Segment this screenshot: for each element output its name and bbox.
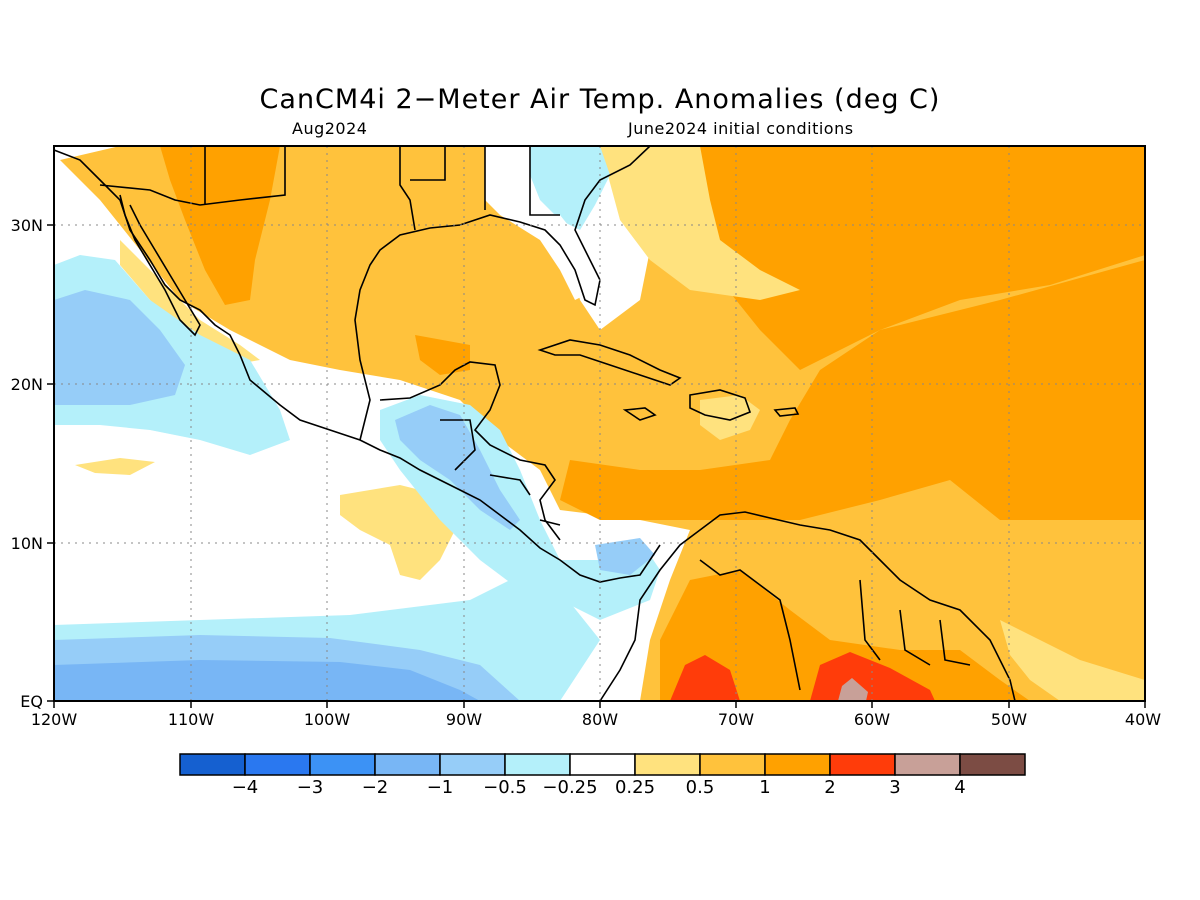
border-us-states: [410, 146, 560, 216]
initial-conditions-label: June2024 initial conditions: [628, 119, 854, 138]
coastline-north-america: [54, 149, 661, 583]
lon-label: 80W: [582, 710, 618, 729]
colorbar-label: −3: [297, 777, 324, 798]
colorbar-swatch: [764, 753, 831, 776]
colorbar-swatch: [959, 753, 1026, 776]
anomaly-region-1-2-yucatan: [415, 335, 470, 375]
anomaly-region-0.25-0.5-hispaniola: [700, 395, 760, 440]
colorbar-swatch: [829, 753, 896, 776]
border-venezuela: [699, 559, 801, 691]
lon-label: 70W: [718, 710, 754, 729]
coastline-yucatan: [379, 361, 561, 541]
colorbar-swatch: [634, 753, 701, 776]
anomaly-region-0.25-0.5-pacific: [340, 485, 460, 580]
colorbar-label: 4: [954, 777, 965, 798]
colorbar-label: −4: [232, 777, 259, 798]
coastline-baja: [119, 194, 201, 337]
lat-label: EQ: [20, 692, 43, 711]
anomaly-field: [54, 146, 1145, 701]
colorbar-swatch: [569, 753, 636, 776]
colorbar-label: 3: [889, 777, 900, 798]
coastline-hispaniola: [689, 389, 752, 421]
anomaly-region-2-3-colombia: [670, 655, 740, 701]
border-guianas: [859, 579, 971, 666]
colorbar-label: −1: [427, 777, 454, 798]
anomaly-region-0.25-0.5-amazon: [1000, 620, 1145, 701]
lon-label: 40W: [1125, 710, 1161, 729]
anomaly-region-neg-0.5-panama: [595, 538, 655, 575]
colorbar-label: −0.5: [483, 777, 527, 798]
anomaly-region-1-2-southamerica: [660, 570, 1030, 701]
coastline-jamaica: [622, 407, 657, 421]
anomaly-region-0.25-0.5-florida: [600, 146, 800, 300]
colorbar-swatch: [309, 753, 376, 776]
latitude-labels: EQ 10N 20N 30N: [11, 216, 43, 711]
lat-label: 30N: [11, 216, 43, 235]
colorbar: −4 −3 −2 −1 −0.5 −0.25 0.25 0.5 1 2 3 4: [179, 753, 1026, 798]
colorbar-label: 2: [824, 777, 835, 798]
colorbar-swatch: [504, 753, 571, 776]
lon-label: 50W: [991, 710, 1027, 729]
anomaly-region-white-us: [485, 146, 595, 300]
lon-label: 90W: [446, 710, 482, 729]
anomaly-region-3-4: [838, 678, 868, 701]
anomaly-region-neg-0.5-w: [54, 290, 185, 405]
lat-label: 20N: [11, 375, 43, 394]
colorbar-swatch: [699, 753, 766, 776]
colorbar-swatch: [244, 753, 311, 776]
anomaly-region-neg-0.25-us: [530, 146, 610, 230]
coastline-gulf: [354, 146, 651, 441]
anomaly-region-0.25-0.5-small: [75, 458, 155, 475]
colorbar-label: 1: [759, 777, 770, 798]
colorbar-swatch: [374, 753, 441, 776]
graticule: [54, 146, 1145, 701]
lat-label: 10N: [11, 534, 43, 553]
anomaly-region-1-2-atlantic: [700, 146, 1145, 370]
map-title: CanCM4i 2−Meter Air Temp. Anomalies (deg…: [259, 84, 941, 115]
coastline-puerto-rico: [773, 407, 800, 417]
forecast-month: Aug2024: [292, 119, 368, 138]
anomaly-region-1-2-east: [560, 146, 1145, 520]
anomaly-region-neg-1-south: [54, 660, 480, 701]
colorbar-label: 0.5: [686, 777, 715, 798]
colorbar-swatch: [894, 753, 961, 776]
coastlines: [54, 146, 1016, 701]
longitude-labels: 120W 110W 100W 90W 80W 70W 60W 50W 40W: [31, 710, 1161, 729]
anomaly-region-1-2-mexico: [160, 146, 280, 305]
coastline-south-america: [599, 511, 1016, 701]
colorbar-label: −2: [362, 777, 389, 798]
lon-label: 120W: [31, 710, 78, 729]
lon-label: 100W: [304, 710, 351, 729]
border-us-mexico: [99, 146, 416, 231]
colorbar-label: −0.25: [542, 777, 597, 798]
colorbar-swatch: [439, 753, 506, 776]
lon-label: 60W: [854, 710, 890, 729]
border-central-america: [440, 419, 561, 526]
anomaly-region-2-3-guiana: [810, 652, 935, 701]
lon-label: 110W: [168, 710, 215, 729]
coastline-cuba: [537, 339, 682, 386]
axis-ticks: [47, 224, 1146, 708]
colorbar-label: 0.25: [615, 777, 655, 798]
colorbar-swatch: [179, 753, 246, 776]
